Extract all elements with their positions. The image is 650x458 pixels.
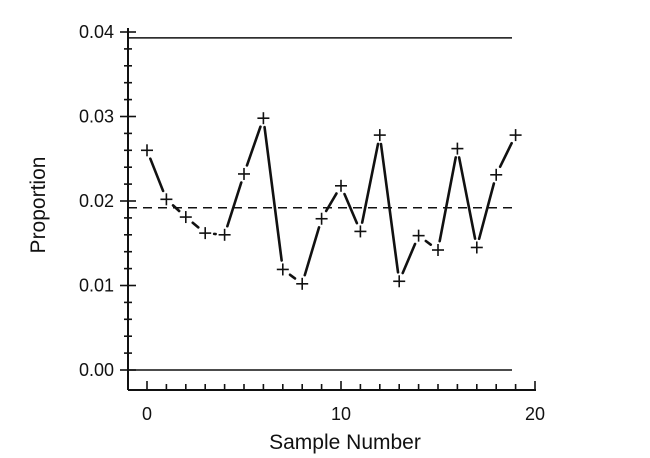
- data-point: [199, 227, 212, 240]
- data-point: [315, 212, 328, 225]
- series-line-segment: [477, 182, 496, 241]
- series-line-segment: [288, 273, 297, 280]
- data-point: [238, 167, 250, 180]
- series-line-segment: [457, 156, 477, 240]
- y-tick-label: 0.00: [79, 360, 114, 380]
- series-line-segment: [424, 239, 433, 246]
- series-line-segment: [149, 157, 165, 193]
- series-line-segment: [303, 226, 321, 277]
- axes: [120, 28, 536, 391]
- series-line-segment: [226, 181, 243, 228]
- x-tick-label: 20: [525, 404, 545, 424]
- y-tick-label: 0.04: [79, 22, 114, 42]
- data-point: [141, 144, 153, 157]
- data-point: [490, 168, 503, 181]
- data-point: [432, 244, 444, 257]
- series-line-segment: [360, 142, 380, 224]
- data-point: [470, 241, 483, 254]
- data-point: [160, 193, 173, 206]
- data-point: [509, 129, 522, 142]
- y-tick-label: 0.02: [79, 191, 114, 211]
- data-point: [296, 277, 309, 290]
- series-line-segment: [498, 141, 513, 169]
- data-point: [412, 229, 425, 242]
- data-point: [393, 275, 406, 288]
- series-line-segment: [191, 221, 200, 229]
- data-point: [451, 142, 464, 155]
- data-series: [141, 112, 522, 290]
- data-point: [373, 129, 386, 142]
- data-point: [257, 112, 270, 125]
- x-tick-label: 0: [142, 404, 152, 424]
- series-line-segment: [343, 192, 359, 225]
- series-line-segment: [324, 192, 338, 213]
- tick-labels: 0.00 0.01 0.02 0.03 0.04 0 10 20: [79, 22, 545, 424]
- reference-lines: [128, 37, 512, 371]
- y-tick-label: 0.03: [79, 107, 114, 127]
- series-line-segment: [438, 156, 458, 243]
- y-tick-label: 0.01: [79, 276, 114, 296]
- series-line-segment: [401, 242, 417, 275]
- x-tick-label: 10: [331, 404, 351, 424]
- y-axis-title: Proportion: [27, 157, 50, 254]
- data-point: [335, 179, 347, 192]
- data-point: [354, 225, 367, 238]
- series-line-segment: [379, 142, 400, 274]
- series-line-segment: [171, 204, 181, 213]
- x-axis-title: Sample Number: [269, 431, 421, 454]
- data-point: [218, 228, 231, 241]
- series-line-segment: [245, 125, 262, 167]
- series-line-segment: [263, 125, 283, 262]
- data-point: [179, 211, 192, 224]
- data-point: [276, 263, 289, 276]
